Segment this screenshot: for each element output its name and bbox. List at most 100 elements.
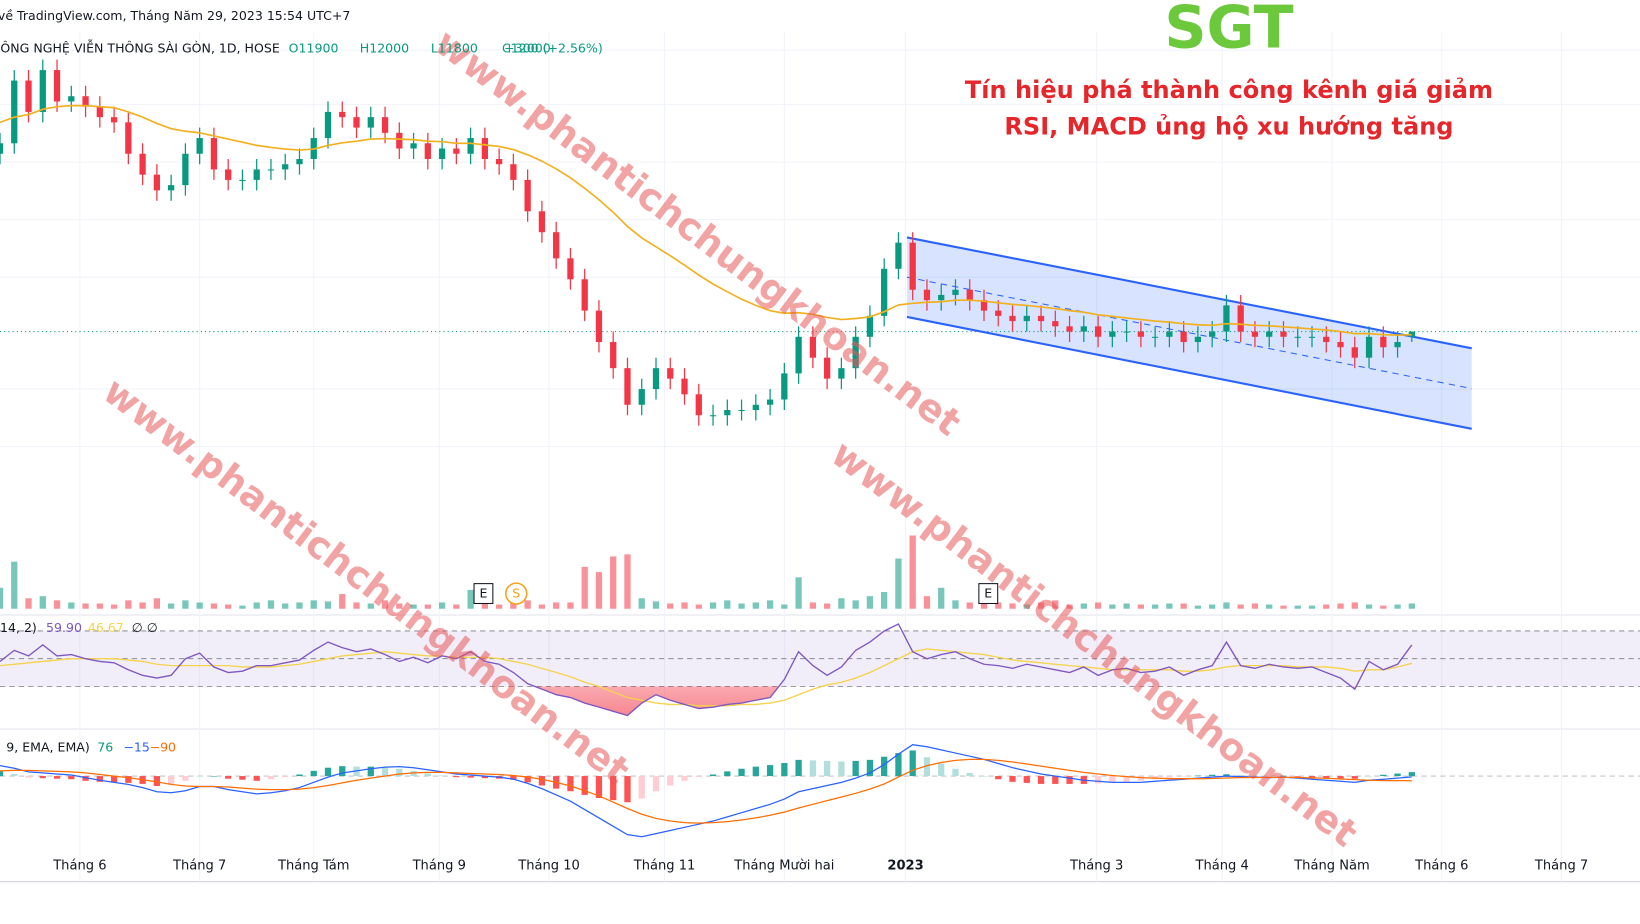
- volume-bar: [25, 598, 32, 609]
- volume-bar: [1052, 600, 1059, 609]
- candle-body: [795, 336, 802, 374]
- macd-histogram-bar: [367, 766, 374, 777]
- volume-bar: [495, 604, 503, 609]
- volume-bar: [667, 603, 674, 609]
- ohlc-legend: C12000: [502, 41, 551, 56]
- source-line: về TradingView.com, Tháng Năm 29, 2023 1…: [0, 8, 350, 23]
- candle-body: [1280, 331, 1287, 337]
- volume-bar: [324, 601, 332, 609]
- candle-body: [438, 148, 446, 159]
- candle-body: [1109, 331, 1116, 337]
- candle-body: [823, 357, 831, 379]
- candle-body: [39, 70, 46, 112]
- volume-bar: [196, 602, 203, 609]
- macd-histogram-bar: [210, 776, 218, 777]
- candle-body: [995, 310, 1002, 316]
- macd-histogram-bar: [1066, 776, 1073, 784]
- title: SGT: [1164, 0, 1293, 61]
- candle-body: [652, 368, 660, 390]
- candle-body: [267, 169, 275, 171]
- macd-histogram-bar: [667, 776, 674, 786]
- candle-body: [695, 394, 702, 416]
- volume-bar: [0, 587, 4, 609]
- macd-histogram-bar: [1052, 776, 1059, 784]
- macd-histogram-bar: [809, 760, 817, 777]
- candle-body: [1408, 331, 1415, 337]
- candle-body: [1052, 321, 1059, 327]
- candle-body: [0, 143, 4, 154]
- volume-bar: [1308, 605, 1316, 609]
- macd-histogram-bar: [0, 770, 4, 777]
- volume-bar: [752, 602, 759, 609]
- candle-body: [1223, 305, 1230, 332]
- macd-histogram-bar: [1408, 772, 1415, 777]
- candle-body: [396, 132, 403, 149]
- candle-body: [724, 409, 731, 416]
- channel-upper: [906, 236, 1472, 350]
- event-marker: [504, 582, 528, 605]
- candle-body: [567, 258, 574, 280]
- volume-bar: [610, 556, 617, 609]
- volume-bar: [296, 602, 303, 609]
- volume-bar: [980, 603, 988, 609]
- volume-bar: [367, 603, 374, 609]
- x-tick-label: Tháng 4: [1195, 859, 1249, 874]
- volume-bar: [1251, 603, 1259, 609]
- macd-histogram-bar: [866, 759, 874, 777]
- macd-histogram-bar: [1194, 775, 1202, 777]
- macd-histogram-bar: [1294, 776, 1301, 777]
- candle-body: [923, 289, 931, 301]
- macd-histogram-bar: [82, 776, 89, 781]
- candle-body: [838, 368, 845, 379]
- volume-bar: [438, 602, 446, 609]
- candle-body: [239, 179, 246, 181]
- macd-histogram-bar: [1094, 776, 1102, 784]
- macd-histogram-bar: [610, 776, 617, 801]
- rsi-legend-value: 46.67: [88, 620, 124, 635]
- macd-histogram-bar: [638, 776, 645, 799]
- macd-histogram-bar: [695, 776, 702, 778]
- candle-body: [595, 310, 603, 343]
- candle-body: [353, 117, 360, 128]
- macd-histogram-bar: [724, 771, 731, 777]
- macd-histogram-bar: [795, 759, 802, 777]
- volume-bar: [595, 572, 603, 609]
- x-tick-label: 2023: [887, 859, 923, 874]
- volume-bar: [11, 561, 18, 609]
- candle-body: [766, 399, 774, 405]
- macd-histogram-bar: [239, 776, 246, 780]
- x-tick-label: Tháng 11: [633, 859, 696, 874]
- volume-bar: [339, 594, 346, 609]
- candle-body: [410, 143, 417, 149]
- macd-histogram-bar: [510, 776, 517, 780]
- macd-histogram-bar: [738, 768, 745, 777]
- annotation: Tín hiệu phá thành công kênh giá giảm: [965, 76, 1493, 104]
- macd-histogram-bar: [1223, 774, 1230, 777]
- volume-bar: [923, 596, 931, 609]
- x-tick-label: Tháng Mười hai: [733, 859, 834, 874]
- candle-body: [510, 164, 517, 180]
- volume-bar: [966, 602, 973, 609]
- volume-bar: [353, 602, 360, 609]
- candle-body: [980, 300, 988, 311]
- volume-bar: [153, 598, 161, 609]
- volume-bar: [225, 604, 232, 609]
- candle-body: [866, 315, 874, 337]
- event-label: E: [479, 586, 487, 601]
- volume-bar: [1094, 602, 1102, 609]
- candle-body: [709, 415, 717, 417]
- volume-bar: [68, 602, 75, 609]
- macd-histogram-bar: [567, 776, 574, 792]
- macd-histogram-bar: [1037, 776, 1045, 784]
- macd-histogram-bar: [1337, 776, 1344, 779]
- candle-body: [495, 158, 503, 165]
- macd-histogram-bar: [995, 776, 1002, 780]
- candle-body: [210, 138, 218, 170]
- volume-bar: [253, 602, 260, 609]
- volume-bar: [1066, 604, 1073, 609]
- candle-body: [167, 185, 175, 191]
- volume-bar: [695, 604, 702, 609]
- macd-histogram-bar: [196, 776, 203, 777]
- candle-body: [1194, 336, 1202, 343]
- macd-params: 9, EMA, EMA): [6, 739, 90, 754]
